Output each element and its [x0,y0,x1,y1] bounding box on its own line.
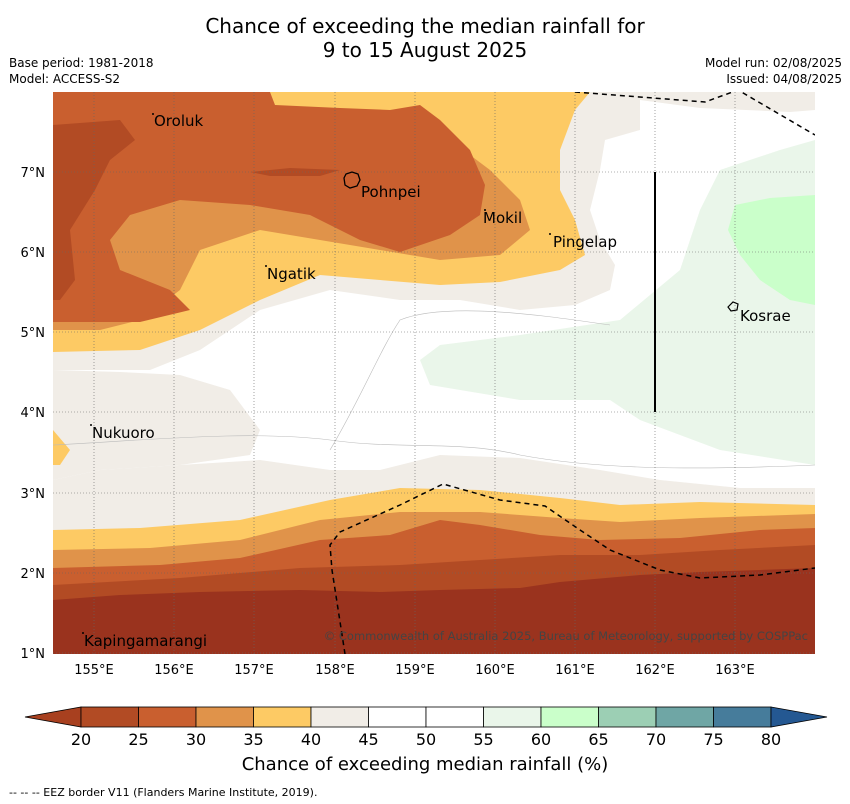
eez-border-south [329,483,815,654]
pingelap-island-dot [549,233,551,235]
lon-tick-155: 155°E [74,663,114,678]
contour-25-30-north [53,92,485,322]
lon-tick-160: 160°E [475,663,515,678]
oroluk-island-dot [152,113,154,115]
lon-tick-157: 157°E [234,663,274,678]
lon-tick-159: 159°E [395,663,435,678]
eez-border-north [574,92,815,136]
lon-tick-156: 156°E [154,663,194,678]
contour-below-20-south [53,568,815,654]
colorbar [24,706,828,728]
colorbar-tick-45: 45 [358,730,378,749]
longitude-ticks: 155°E 156°E 157°E 158°E 159°E 160°E 161°… [74,663,755,678]
colorbar-ticks: 20 25 30 35 40 45 50 55 60 65 70 75 80 [71,730,781,749]
colorbar-segment-20-25 [80,706,139,728]
lat-tick-5: 5°N [21,326,46,341]
map-graticule [53,92,815,654]
colorbar-segment-65-70 [598,706,657,728]
place-label-kosrae: Kosrae [740,307,791,325]
copyright-notice: © Commonwealth of Australia 2025, Bureau… [324,629,808,643]
colorbar-segment-60-65 [540,706,599,728]
colorbar-tick-70: 70 [646,730,666,749]
lat-tick-6: 6°N [21,246,46,261]
map-title-line-2: 9 to 15 August 2025 [322,38,528,62]
lat-tick-1: 1°N [21,647,46,662]
colorbar-segment-50-55 [425,706,484,728]
kapingamarangi-island-dot [82,632,84,634]
place-label-oroluk: Oroluk [154,112,203,130]
colorbar-segment-70-75 [655,706,714,728]
contour-line-45 [329,310,611,451]
model-label: Model: ACCESS-S2 [9,72,121,86]
colorbar-tick-75: 75 [703,730,723,749]
colorbar-segment-25-30 [138,706,197,728]
place-label-pingelap: Pingelap [553,233,617,251]
colorbar-under-arrow [24,706,82,728]
mokil-island-dot [484,209,486,211]
place-label-mokil: Mokil [483,209,522,227]
place-label-kapingamarangi: Kapingamarangi [84,632,207,650]
lat-tick-4: 4°N [21,406,46,421]
contour-line-50 [53,435,815,469]
colorbar-segment-75-80 [713,706,772,728]
ngatik-island-dot [265,265,267,267]
rainfall-map [53,92,815,654]
place-label-pohnpei: Pohnpei [361,183,421,201]
model-run-label: Model run: 02/08/2025 [704,56,842,70]
colorbar-segment-40-45 [310,706,369,728]
lat-tick-2: 2°N [21,567,46,582]
contour-35-40-nukuoro [53,430,70,465]
pohnpei-island-shape [343,171,361,189]
lat-tick-7: 7°N [21,166,46,181]
colorbar-segment-35-40 [253,706,312,728]
colorbar-tick-60: 60 [531,730,551,749]
lon-tick-162: 162°E [635,663,675,678]
colorbar-segment-30-35 [195,706,254,728]
lon-tick-158: 158°E [315,663,355,678]
contour-40-45-nukuoro [53,370,260,480]
colorbar-tick-65: 65 [588,730,608,749]
contour-20-25-north [53,120,135,300]
colorbar-tick-55: 55 [473,730,493,749]
nukuoro-island-dot [90,424,92,426]
kosrae-island-shape [727,301,739,312]
base-period-label: Base period: 1981-2018 [9,56,154,70]
colorbar-tick-20: 20 [71,730,91,749]
eez-legend-note: -- -- -- EEZ border V11 (Flanders Marine… [9,786,318,799]
colorbar-title: Chance of exceeding median rainfall (%) [241,754,609,775]
place-labels: Oroluk Pohnpei Mokil Pingelap Ngatik Kos… [84,112,791,650]
lon-tick-161: 161°E [555,663,595,678]
map-title-line-1: Chance of exceeding the median rainfall … [205,14,645,38]
colorbar-tick-50: 50 [416,730,436,749]
place-label-nukuoro: Nukuoro [92,424,155,442]
issued-label: Issued: 04/08/2025 [726,72,842,86]
contour-60-65-east [728,195,815,305]
latitude-ticks: 1°N 2°N 3°N 4°N 5°N 6°N 7°N [21,166,46,662]
colorbar-tick-80: 80 [761,730,781,749]
colorbar-tick-30: 30 [186,730,206,749]
colorbar-tick-40: 40 [301,730,321,749]
colorbar-tick-35: 35 [243,730,263,749]
colorbar-segment-45-50 [368,706,427,728]
place-label-ngatik: Ngatik [267,265,316,283]
contour-55-60-east [420,140,815,465]
colorbar-tick-25: 25 [128,730,148,749]
colorbar-segment-55-60 [483,706,542,728]
lon-tick-163: 163°E [715,663,755,678]
contour-20-25-pohnpei-streak [250,168,340,176]
colorbar-over-arrow [770,706,828,728]
lat-tick-3: 3°N [21,487,46,502]
